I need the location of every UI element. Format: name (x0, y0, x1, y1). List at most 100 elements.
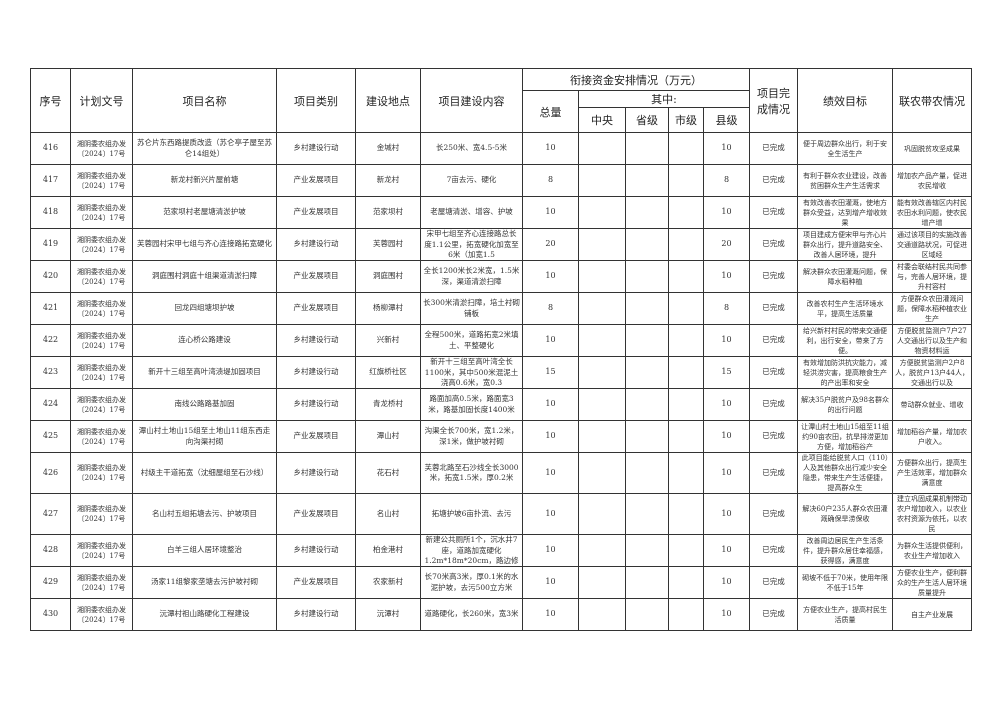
cell-total-text: 10 (545, 431, 556, 441)
cell-county: 10 (702, 493, 751, 535)
cell-link-text: 方便脱贫监测户7户27人交通出行以及生产和物资材料运 (897, 326, 968, 355)
cell-no: 419 (30, 228, 71, 261)
cell-no: 428 (30, 534, 71, 567)
cell-link: 方便群众农田灌溉问题，保障水稻种植农业生产 (892, 292, 973, 325)
cell-place-text: 沅潭村 (376, 609, 400, 619)
cell-link: 增加农产品产量，促进农民增收 (892, 164, 973, 197)
table-row: 425 湘阴委农组办发〔2024〕17号 潭山村土地山15组至土地山11组东西走向沟… (30, 420, 973, 453)
cell-type: 乡村建设行动 (276, 356, 356, 389)
cell-link-text: 建立巩固成果机制带动农户增加收入，以农业农村资源为依托，以农民 (897, 495, 968, 533)
cell-place-text: 红旗桥社区 (369, 367, 407, 377)
cell-provincial (625, 356, 669, 389)
cell-doc-text: 湘阴委农组办发〔2024〕17号 (77, 171, 126, 190)
cell-name-text: 村级主干道拓宽（沈细屋组至石沙线） (140, 467, 269, 477)
cell-link: 为群众生活提供便利，农业生产增加收入 (892, 534, 973, 567)
cell-goal: 有效改善农田灌溉，使地方群众受益，达到增产增收效果 (797, 196, 894, 229)
cell-city (668, 452, 704, 494)
cell-type-text: 乡村建设行动 (293, 143, 339, 153)
cell-goal: 便于周边群众出行，利于安全生活生产 (797, 132, 894, 165)
cell-city (668, 228, 704, 261)
cell-doc-text: 湘阴委农组办发〔2024〕17号 (77, 573, 126, 592)
cell-status-text: 已完成 (762, 303, 785, 313)
cell-provincial (625, 324, 669, 357)
cell-doc: 湘阴委农组办发〔2024〕17号 (70, 420, 133, 453)
cell-no-text: 419 (42, 239, 59, 249)
cell-status-text: 已完成 (762, 143, 785, 153)
cell-total-text: 10 (545, 577, 556, 587)
cell-type-text: 产业发展项目 (293, 431, 339, 441)
cell-status-text: 已完成 (762, 508, 785, 518)
cell-link: 能有效改善辖区内村民农田水利问题，使农民增产增 (892, 196, 973, 229)
cell-doc-text: 湘阴委农组办发〔2024〕17号 (77, 203, 126, 222)
cell-doc-text: 湘阴委农组办发〔2024〕17号 (77, 427, 126, 446)
header-no: 序号 (30, 68, 71, 133)
cell-total-text: 8 (547, 303, 554, 313)
cell-name: 潭山村土地山15组至土地山11组东西走向沟渠衬砌 (132, 420, 277, 453)
cell-status: 已完成 (749, 493, 799, 535)
cell-link: 巩固脱贫攻坚成果 (892, 132, 973, 165)
cell-content-text: 全程500米，道路拓宽2米填土、平整硬化 (424, 330, 519, 350)
cell-goal-text: 砌坡不低于70米，使用年限不低于15年 (802, 573, 888, 592)
cell-content-text: 新建公共厕所1个，沉水井7座，道路加宽硬化1.2m*18m*20cm，路边修 (424, 535, 519, 566)
cell-no-text: 416 (42, 143, 59, 153)
cell-place-text: 杨柳潭村 (373, 303, 403, 313)
cell-total-text: 10 (545, 143, 556, 153)
cell-content-text: 芙蓉北路至石沙线全长3000米，拓宽1.5米，厚0.2米 (424, 462, 519, 483)
cell-status-text: 已完成 (762, 577, 785, 587)
cell-goal-text: 改善农村生产生活环境水平，提高生活质量 (806, 299, 884, 318)
cell-total: 8 (522, 292, 579, 325)
cell-total: 10 (522, 388, 579, 421)
cell-central (578, 388, 626, 421)
cell-status: 已完成 (749, 566, 799, 599)
cell-doc-text: 湘阴委农组办发〔2024〕17号 (77, 395, 126, 414)
cell-name: 范家坝村老屋塘清淤护坡 (132, 196, 277, 229)
cell-link: 通过该项目的实施改善交通道路状况，可促进区域经 (892, 228, 973, 261)
cell-type: 产业发展项目 (276, 493, 356, 535)
cell-no: 417 (30, 164, 71, 197)
cell-content-text: 宋甲七组至齐心连接路总长度1.1公里，拓宽硬化加宽至6米（加宽1.5 (424, 229, 519, 260)
cell-no-text: 430 (42, 609, 59, 619)
cell-central (578, 598, 626, 631)
cell-city (668, 388, 704, 421)
cell-content: 拓塘护坡6亩扑流、去污 (420, 493, 523, 535)
cell-place: 金堿村 (355, 132, 421, 165)
cell-link: 方便群众出行，提高生产生活效率，增加群众满意度 (892, 452, 973, 494)
cell-place-text: 潭山村 (376, 431, 400, 441)
cell-provincial (625, 388, 669, 421)
cell-doc: 湘阴委农组办发〔2024〕17号 (70, 452, 133, 494)
cell-provincial (625, 196, 669, 229)
cell-provincial (625, 493, 669, 535)
cell-status: 已完成 (749, 228, 799, 261)
cell-county: 10 (702, 196, 751, 229)
cell-name-text: 白羊三组人居环境整治 (167, 545, 242, 555)
cell-type-text: 乡村建设行动 (293, 335, 339, 345)
cell-link-text: 能有效改善辖区内村民农田水利问题，使农民增产增 (897, 198, 968, 227)
cell-place-text: 洞庭围村 (373, 271, 403, 281)
cell-provincial (625, 292, 669, 325)
cell-link-text: 方便脱贫监测户2户8人，脱贫户13户44人，交通出行以及 (895, 358, 969, 387)
cell-place: 芙蓉园村 (355, 228, 421, 261)
cell-doc: 湘阴委农组办发〔2024〕17号 (70, 598, 133, 631)
cell-status-text: 已完成 (762, 467, 785, 477)
cell-no-text: 422 (42, 335, 59, 345)
cell-status: 已完成 (749, 388, 799, 421)
cell-content: 新建公共厕所1个，沉水井7座，道路加宽硬化1.2m*18m*20cm，路边修 (420, 534, 523, 567)
header-name: 项目名称 (132, 68, 277, 133)
cell-content-text: 老屋塘清淤、增容、护坡 (430, 207, 513, 217)
cell-status-text: 已完成 (762, 431, 785, 441)
cell-no: 430 (30, 598, 71, 631)
cell-city (668, 260, 704, 293)
cell-status: 已完成 (749, 534, 799, 567)
cell-doc-text: 湘阴委农组办发〔2024〕17号 (77, 267, 126, 286)
cell-county-text: 10 (721, 467, 732, 477)
cell-name-text: 洞庭围村洞庭十组渠道清淤扫障 (152, 271, 257, 281)
cell-goal: 方便农业生产，提高村民生活质量 (797, 598, 894, 631)
cell-content: 芙蓉北路至石沙线全长3000米，拓宽1.5米，厚0.2米 (420, 452, 523, 494)
cell-central (578, 228, 626, 261)
cell-place-text: 花石村 (376, 467, 400, 477)
cell-doc: 湘阴委农组办发〔2024〕17号 (70, 164, 133, 197)
header-status: 项目完成情况 (749, 68, 799, 133)
cell-central (578, 534, 626, 567)
cell-total: 10 (522, 260, 579, 293)
cell-name-text: 名山村五组拓塘去污、护坡项目 (152, 508, 257, 518)
